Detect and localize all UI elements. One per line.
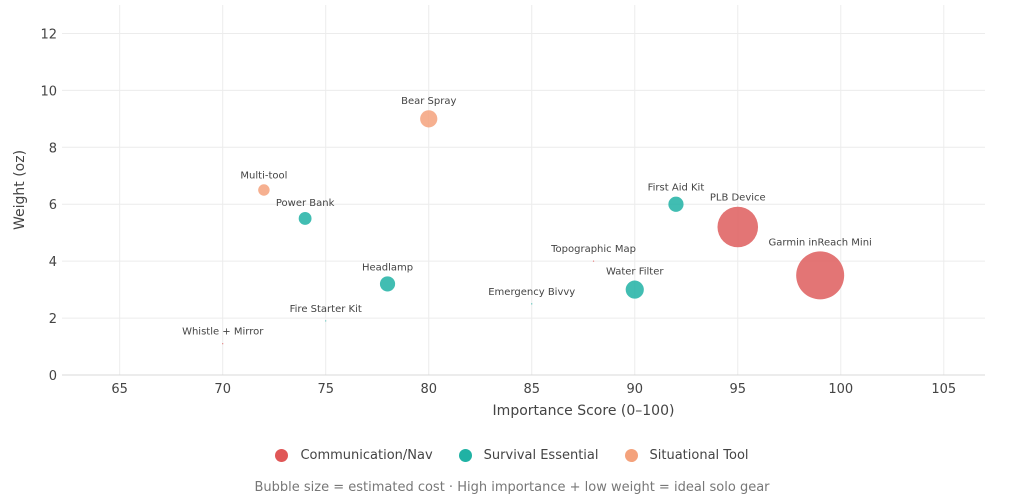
legend-item-communication[interactable]: Communication/Nav [275,448,433,463]
x-tick-label: 80 [420,382,437,397]
x-tick-label: 65 [111,382,128,397]
bubble-point [625,280,644,299]
y-tick-label: 12 [40,27,57,42]
bubble-point [258,184,270,196]
bubble-chart: 65 70 75 80 85 90 95 100 105 0 2 4 6 8 10 12 Importance … [12,5,985,419]
x-tick-label: 75 [317,382,334,397]
x-tick-label: 90 [626,382,643,397]
y-tick-label: 2 [49,312,57,327]
legend-label: Situational Tool [649,448,749,463]
bubble-point [531,303,533,305]
point-label: Topographic Map [550,244,636,255]
bubble-point [420,110,438,128]
bubble-point [668,196,684,212]
legend-item-situational[interactable]: Situational Tool [624,448,749,463]
x-tick-label: 105 [931,382,956,397]
bubble-point [592,260,595,262]
point-label: Multi-tool [240,170,287,181]
bubble-point [717,206,759,248]
legend-swatch [624,449,638,462]
bubble-point [325,320,327,322]
x-tick-label: 95 [729,382,746,397]
x-tick-label: 85 [523,382,540,397]
point-label: PLB Device [710,193,766,204]
y-tick-label: 8 [49,141,57,156]
point-label: Headlamp [362,262,413,273]
y-tick-label: 0 [49,369,57,384]
legend-swatch [275,449,289,462]
x-axis-title: Importance Score (0–100) [493,403,675,419]
point-label: Emergency Bivvy [488,287,575,298]
point-label: Garmin inReach Mini [769,237,872,248]
point-label: Bear Spray [401,96,456,107]
y-tick-label: 10 [40,84,57,99]
y-tick-label: 6 [49,198,57,213]
legend-swatch [458,449,472,462]
x-tick-label: 100 [828,382,853,397]
legend: Communication/Nav Survival Essential Sit… [0,448,1024,463]
point-label: Fire Starter Kit [290,304,362,315]
point-label: Power Bank [276,198,335,209]
y-axis-title: Weight (oz) [12,150,28,230]
bubble-point [298,212,312,225]
bubble-point [379,276,396,292]
legend-item-survival[interactable]: Survival Essential [458,448,599,463]
x-tick-label: 70 [214,382,231,397]
bubble-point [796,251,845,300]
legend-label: Communication/Nav [300,448,433,463]
bubble-point [222,343,224,345]
point-label: Whistle + Mirror [182,327,264,338]
point-label: Water Filter [606,267,664,278]
y-tick-label: 4 [49,255,57,270]
chart-note: Bubble size = estimated cost · High impo… [254,480,770,495]
point-label: First Aid Kit [648,183,705,194]
legend-label: Survival Essential [483,448,599,463]
